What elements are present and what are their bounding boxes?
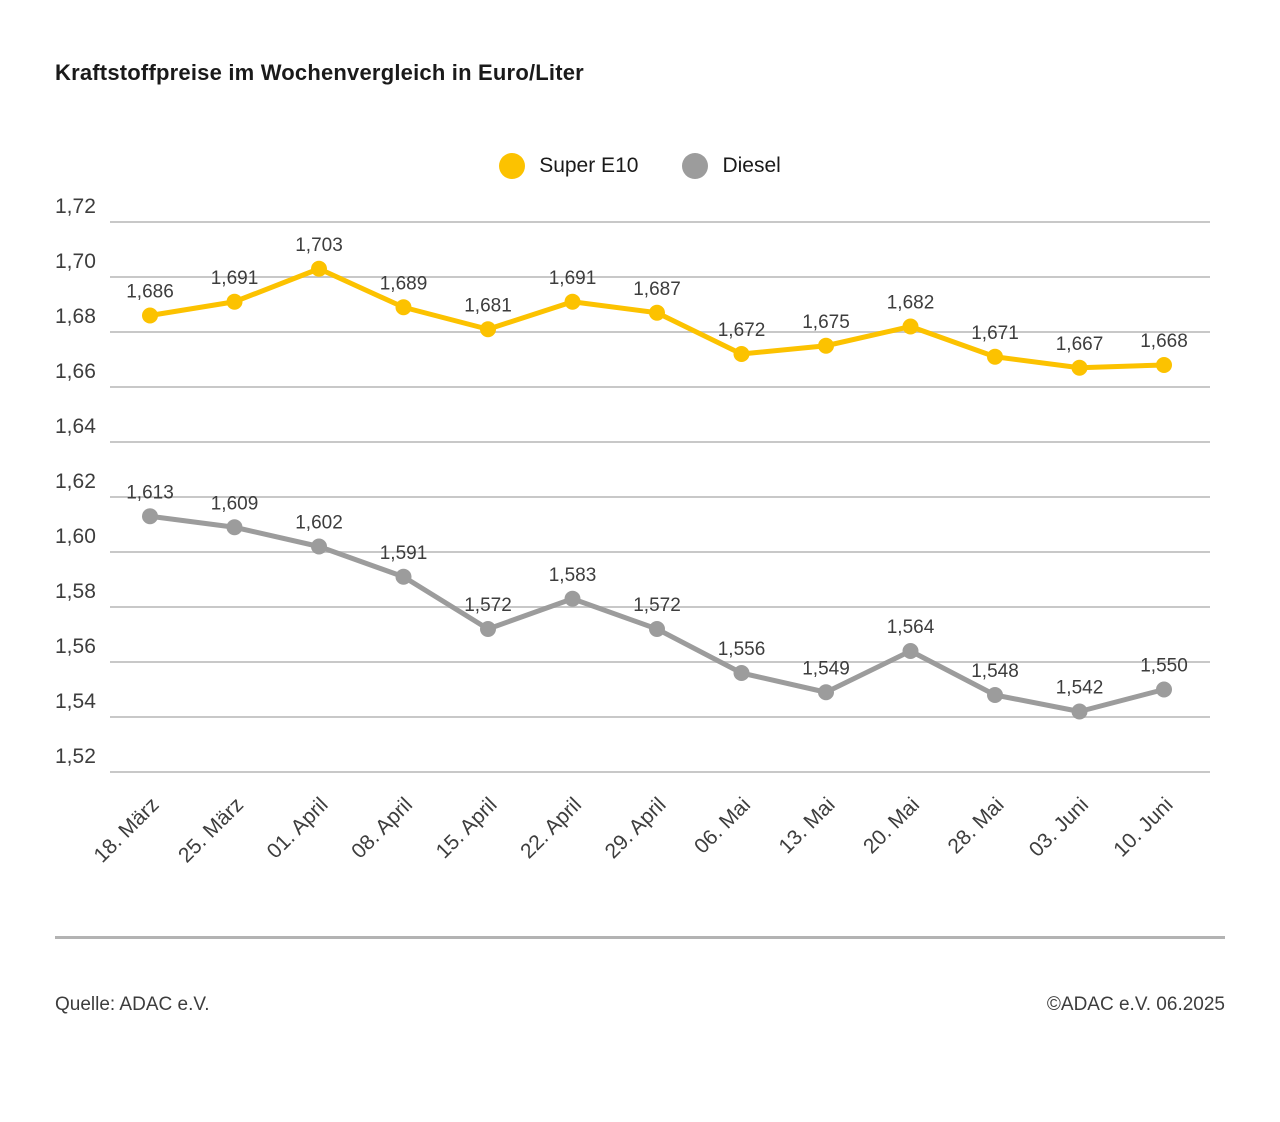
data-point bbox=[142, 508, 158, 525]
diesel-dot-icon bbox=[682, 153, 709, 179]
data-point-label: 1,703 bbox=[295, 235, 343, 256]
data-point-label: 1,548 bbox=[971, 661, 1019, 682]
footer: Quelle: ADAC e.V. ©ADAC e.V. 06.2025 bbox=[55, 994, 1225, 1016]
x-tick-label: 13. Mai bbox=[775, 793, 840, 858]
data-point-label: 1,549 bbox=[802, 658, 850, 679]
data-point-label: 1,689 bbox=[380, 273, 428, 294]
data-point bbox=[818, 337, 834, 354]
x-tick-label: 29. April bbox=[601, 793, 671, 863]
legend-item-super-e10: Super E10 bbox=[499, 153, 638, 179]
x-tick-label: 08. April bbox=[347, 793, 417, 863]
data-point bbox=[649, 621, 665, 637]
y-tick-label: 1,60 bbox=[55, 525, 96, 548]
data-point bbox=[902, 643, 919, 659]
data-point-label: 1,572 bbox=[633, 595, 681, 616]
x-tick-label: 22. April bbox=[516, 793, 586, 863]
y-tick-label: 1,54 bbox=[55, 690, 96, 713]
data-point-label: 1,672 bbox=[718, 320, 766, 341]
data-point bbox=[311, 538, 327, 555]
data-point-label: 1,591 bbox=[380, 543, 428, 564]
data-point-label: 1,675 bbox=[802, 312, 850, 333]
data-point bbox=[395, 568, 412, 585]
x-tick-label: 10. Juni bbox=[1109, 793, 1177, 861]
x-tick-label: 03. Juni bbox=[1025, 793, 1093, 861]
copyright-label: ©ADAC e.V. 06.2025 bbox=[1046, 994, 1225, 1015]
y-tick-label: 1,66 bbox=[55, 360, 96, 383]
legend-label-diesel: Diesel bbox=[722, 154, 781, 177]
data-point bbox=[818, 684, 834, 701]
data-point bbox=[480, 321, 496, 338]
data-point-label: 1,691 bbox=[211, 268, 259, 289]
super-e10-dot-icon bbox=[499, 153, 526, 179]
y-tick-label: 1,72 bbox=[55, 195, 96, 218]
y-tick-label: 1,52 bbox=[55, 745, 96, 768]
data-point bbox=[1071, 703, 1088, 720]
data-point-label: 1,667 bbox=[1056, 334, 1104, 355]
data-point bbox=[733, 346, 750, 362]
data-point-label: 1,542 bbox=[1056, 678, 1104, 699]
data-point bbox=[987, 687, 1003, 703]
x-tick-label: 25. März bbox=[174, 793, 248, 867]
page-title: Kraftstoffpreise im Wochenvergleich in E… bbox=[55, 60, 584, 85]
data-point-label: 1,668 bbox=[1140, 331, 1188, 352]
data-point bbox=[142, 307, 158, 324]
data-point-label: 1,682 bbox=[887, 293, 935, 314]
data-point bbox=[564, 590, 581, 607]
data-point-label: 1,613 bbox=[126, 482, 174, 503]
legend: Super E10 Diesel bbox=[0, 153, 1280, 179]
legend-item-diesel: Diesel bbox=[682, 153, 781, 179]
data-point-label: 1,609 bbox=[211, 493, 259, 514]
x-tick-label: 06. Mai bbox=[690, 793, 755, 858]
y-tick-label: 1,68 bbox=[55, 305, 96, 328]
data-point bbox=[564, 293, 581, 310]
x-tick-label: 01. April bbox=[263, 793, 333, 863]
data-point-label: 1,681 bbox=[464, 295, 512, 316]
data-point-label: 1,687 bbox=[633, 279, 681, 300]
x-tick-label: 20. Mai bbox=[859, 793, 924, 858]
data-point-label: 1,556 bbox=[718, 639, 766, 660]
data-point-label: 1,671 bbox=[971, 323, 1019, 344]
footer-divider bbox=[55, 936, 1225, 939]
y-tick-label: 1,56 bbox=[55, 635, 96, 658]
source-label: Quelle: ADAC e.V. bbox=[55, 994, 210, 1015]
x-tick-label: 18. März bbox=[89, 793, 163, 867]
y-tick-label: 1,58 bbox=[55, 580, 96, 603]
data-point bbox=[1156, 357, 1172, 373]
data-point bbox=[1156, 681, 1172, 698]
data-point bbox=[987, 348, 1003, 365]
y-tick-label: 1,62 bbox=[55, 470, 96, 493]
data-point-label: 1,691 bbox=[549, 268, 597, 289]
data-point bbox=[395, 299, 412, 316]
data-point-label: 1,550 bbox=[1140, 656, 1188, 677]
data-point-label: 1,686 bbox=[126, 282, 174, 303]
data-point bbox=[311, 260, 327, 277]
x-tick-label: 28. Mai bbox=[944, 793, 1009, 858]
data-point-label: 1,602 bbox=[295, 513, 343, 534]
data-point bbox=[1071, 359, 1088, 376]
data-point bbox=[902, 318, 919, 335]
data-point bbox=[480, 621, 496, 637]
y-tick-label: 1,70 bbox=[55, 250, 96, 273]
legend-label-super-e10: Super E10 bbox=[539, 154, 639, 177]
data-point bbox=[226, 293, 243, 310]
y-tick-label: 1,64 bbox=[55, 415, 96, 438]
line-chart: 1,72 1,70 1,68 1,66 1,64 1,62 1,60 1,58 1,56 1,54… bbox=[55, 195, 1210, 867]
data-point-label: 1,564 bbox=[887, 617, 935, 638]
data-point-label: 1,583 bbox=[549, 565, 597, 586]
data-point bbox=[226, 519, 243, 536]
data-point bbox=[733, 665, 750, 681]
x-tick-label: 15. April bbox=[432, 793, 502, 863]
data-point-label: 1,572 bbox=[464, 595, 512, 616]
data-point bbox=[649, 304, 665, 321]
